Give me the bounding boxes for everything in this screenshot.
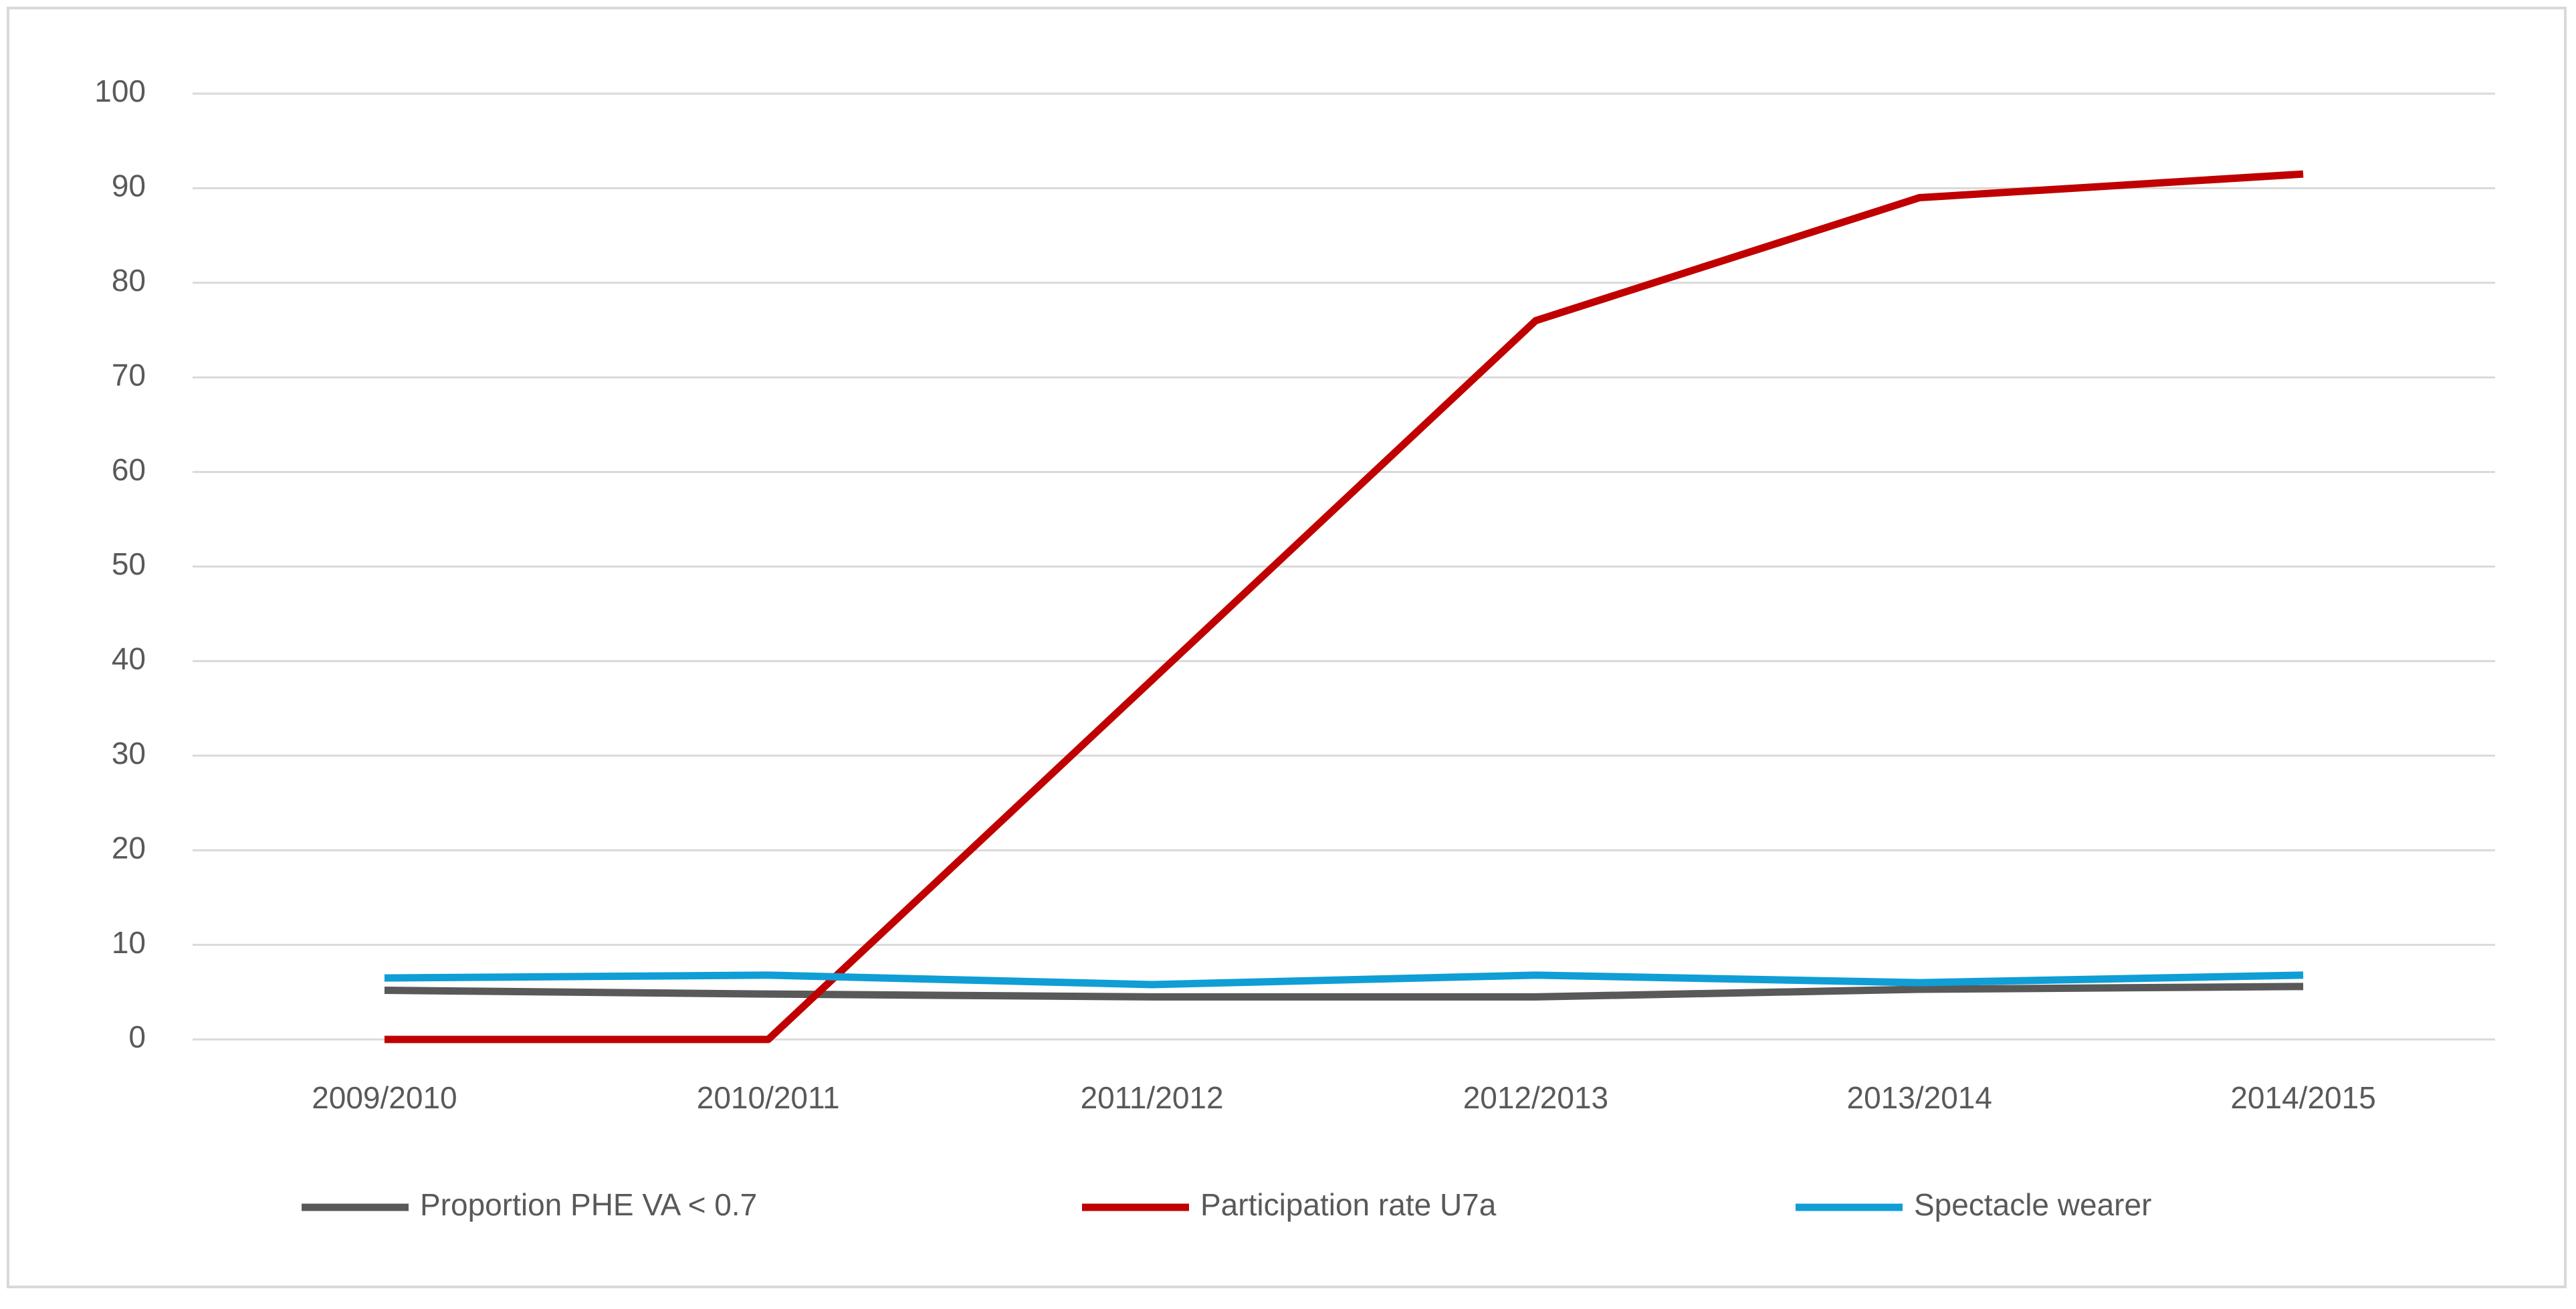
legend-label: Spectacle wearer [1914, 1187, 2151, 1222]
y-tick-label: 40 [112, 641, 146, 676]
y-tick-label: 90 [112, 169, 146, 203]
legend-label: Participation rate U7a [1200, 1187, 1497, 1222]
legend-label: Proportion PHE VA < 0.7 [420, 1187, 757, 1222]
y-tick-label: 10 [112, 925, 146, 960]
x-tick-label: 2010/2011 [697, 1080, 840, 1115]
y-tick-label: 70 [112, 357, 146, 392]
chart-border [7, 7, 2567, 1288]
y-tick-label: 50 [112, 546, 146, 581]
x-tick-label: 2009/2010 [312, 1080, 457, 1115]
series-line [384, 971, 2304, 989]
x-tick-label: 2013/2014 [1847, 1080, 1992, 1115]
x-tick-label: 2014/2015 [2230, 1080, 2375, 1115]
y-tick-label: 60 [112, 452, 146, 487]
y-tick-label: 80 [112, 263, 146, 298]
series-line [384, 983, 2304, 1001]
x-tick-label: 2012/2013 [1463, 1080, 1608, 1115]
y-tick-label: 100 [94, 74, 146, 108]
y-tick-label: 20 [112, 830, 146, 865]
y-tick-label: 30 [112, 736, 146, 771]
x-tick-label: 2011/2012 [1081, 1080, 1224, 1115]
y-tick-label: 0 [128, 1019, 146, 1054]
series-line [384, 170, 2304, 1043]
